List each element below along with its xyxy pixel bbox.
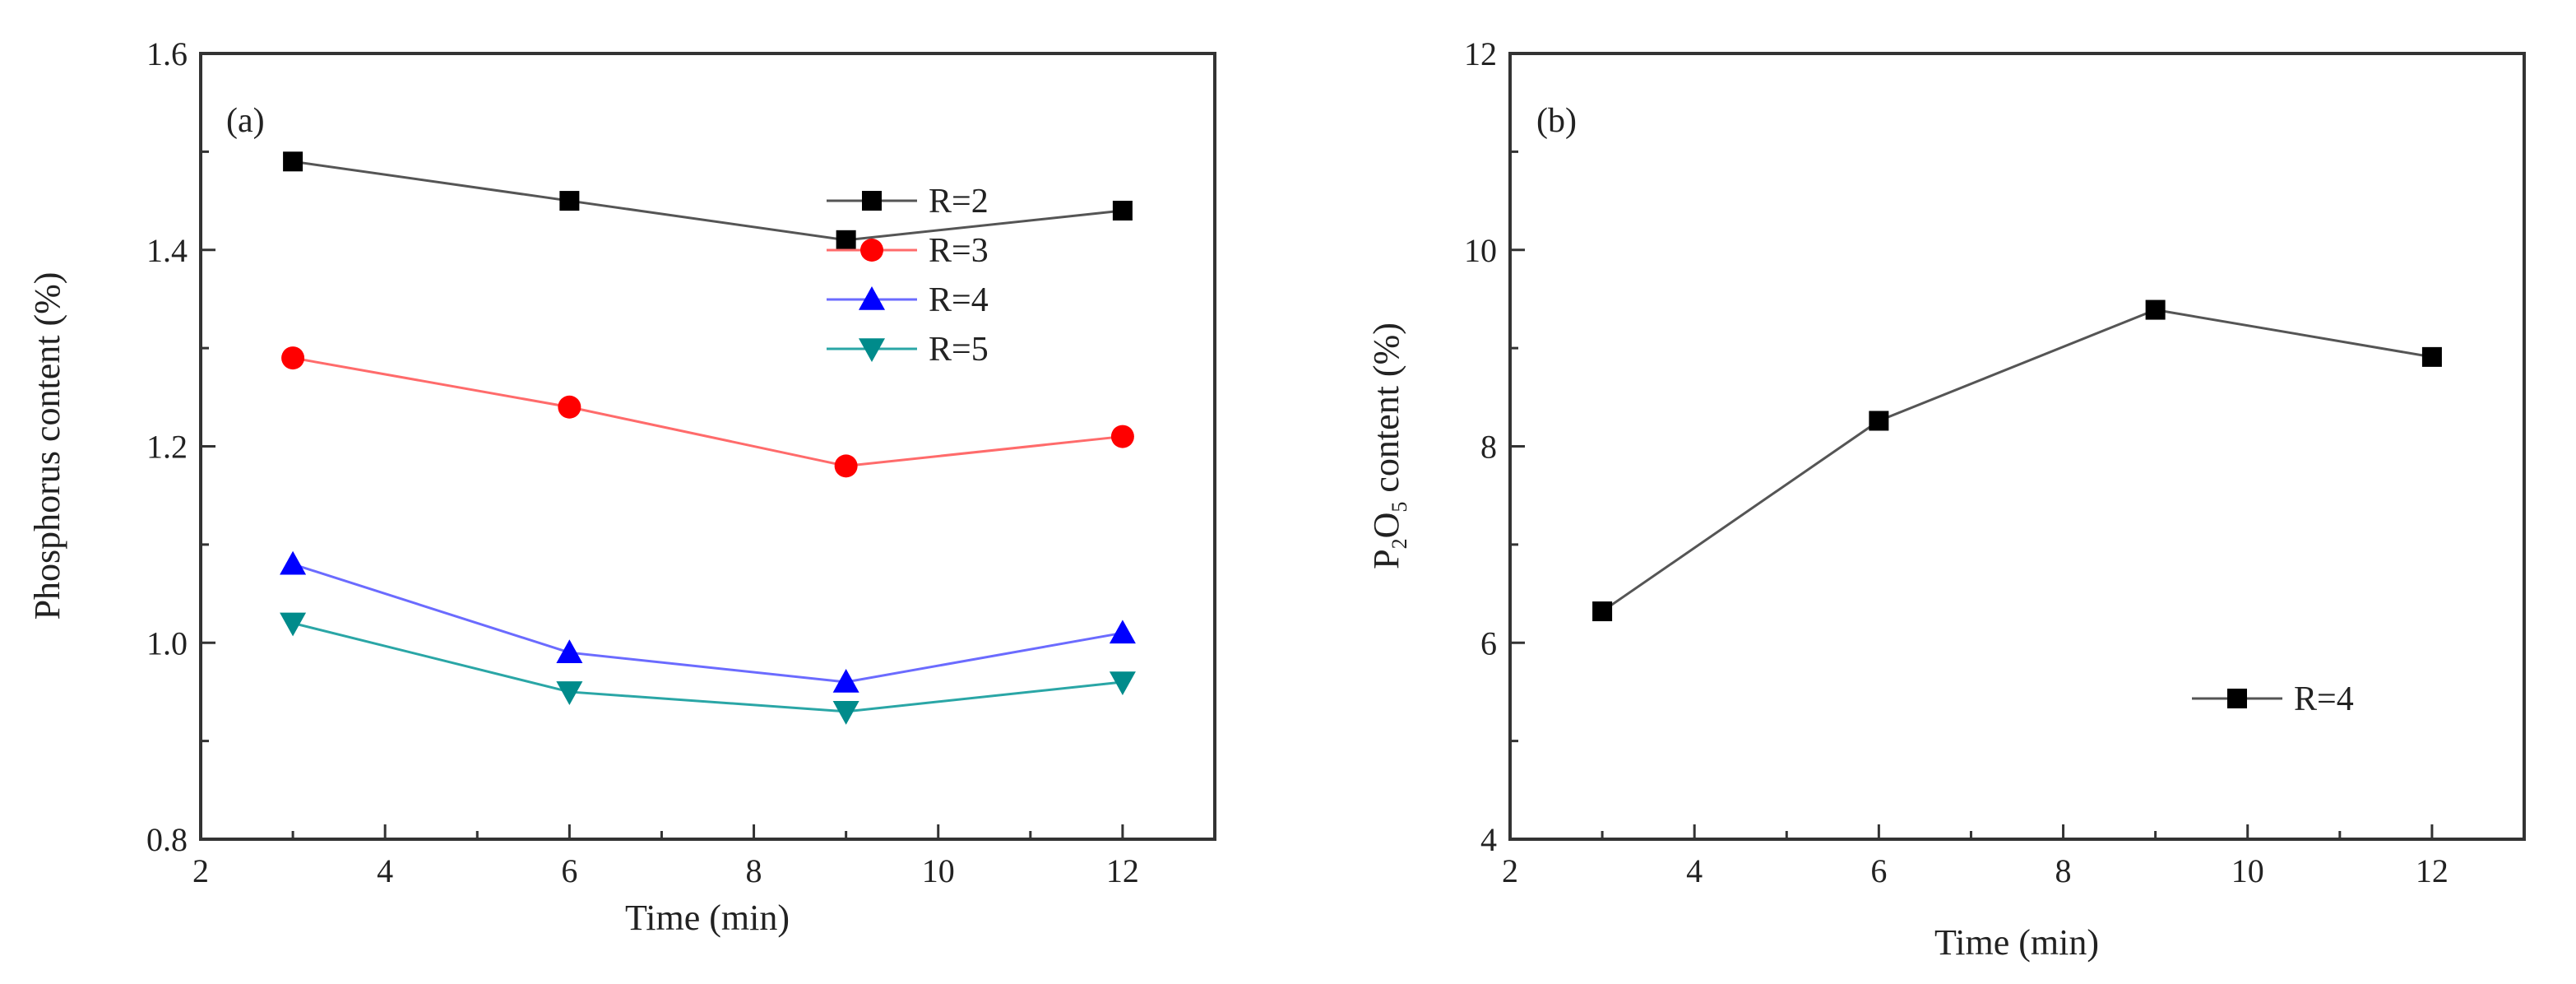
- y-tick-label: 6: [1480, 624, 1497, 661]
- y-label-sub-2: 2: [1388, 538, 1411, 549]
- x-tick-label: 8: [2055, 852, 2072, 889]
- series-line-r-4: [292, 563, 1124, 684]
- x-tick-label: 6: [561, 852, 577, 889]
- y-tick-label: 1.4: [146, 232, 188, 269]
- y-tick-label: 1.0: [146, 624, 188, 661]
- data-point-r-4: [832, 669, 859, 693]
- y-label-sub-5: 5: [1388, 502, 1411, 513]
- data-point-r-3: [1110, 425, 1134, 448]
- x-tick-label: 2: [192, 852, 209, 889]
- data-point-r-5: [280, 612, 307, 637]
- data-point-r-5: [1109, 671, 1136, 695]
- data-point-r-4: [2145, 299, 2166, 320]
- legend-label: R=3: [929, 232, 989, 270]
- data-point-r-5: [832, 701, 859, 725]
- panel-b-legend: R=4: [2192, 680, 2354, 718]
- x-tick-label: 10: [922, 852, 955, 889]
- x-tick-label: 4: [1686, 852, 1703, 889]
- data-point-r-3: [281, 346, 305, 370]
- y-tick-label: 1.2: [146, 429, 188, 466]
- data-point-r-5: [556, 681, 583, 705]
- panel-a-legend: R=2 R=3 R=4 R=5: [827, 183, 989, 369]
- panel-a-frame: [199, 52, 1216, 841]
- legend-marker: [860, 239, 883, 262]
- x-tick-label: 8: [746, 852, 762, 889]
- data-point-r-3: [834, 454, 858, 478]
- panel-a-x-axis-label: Time (min): [625, 898, 790, 938]
- panel-b: (b) Time (min) P2O5 content (%) 2 4 6 8 10 12…: [1366, 35, 2526, 963]
- x-tick-label: 4: [377, 852, 393, 889]
- legend-marker: [859, 338, 885, 362]
- data-point-r-2: [559, 191, 580, 211]
- data-point-r-4: [556, 639, 583, 663]
- panel-a-y-axis-label: Phosphorus content (%): [27, 272, 67, 620]
- data-point-r-4: [1592, 601, 1613, 622]
- data-point-r-3: [558, 395, 581, 419]
- series-line-r-3: [292, 356, 1124, 467]
- panel-a-ticks: 2 4 6 8 10 12 0.8 1.0 1.2 1.4 1.6: [146, 35, 1139, 889]
- y-label-o: O: [1366, 513, 1406, 539]
- legend-marker: [2227, 689, 2247, 708]
- series-line-r-5: [292, 621, 1124, 713]
- x-tick-label: 10: [2231, 852, 2264, 889]
- y-tick-label: 12: [1464, 35, 1497, 72]
- legend-label: R=4: [2294, 680, 2354, 718]
- legend-marker: [859, 286, 885, 310]
- x-tick-label: 12: [1106, 852, 1139, 889]
- y-label-p: P: [1366, 549, 1406, 569]
- legend-label: R=4: [929, 281, 989, 319]
- panel-b-y-axis-label: P2O5 content (%): [1366, 323, 1411, 569]
- data-point-r-2: [836, 230, 856, 250]
- legend-label: R=2: [929, 183, 989, 220]
- legend-label: R=5: [929, 331, 989, 369]
- series-line-r-4: [1601, 309, 2433, 613]
- legend-marker: [862, 191, 882, 211]
- series-line-r-2: [292, 160, 1124, 242]
- y-tick-label: 0.8: [146, 821, 188, 858]
- data-point-r-4: [1869, 411, 1889, 431]
- data-point-r-4: [280, 550, 307, 575]
- x-tick-label: 2: [1502, 852, 1518, 889]
- panel-b-x-axis-label: Time (min): [1934, 922, 2099, 963]
- data-point-r-4: [2421, 346, 2442, 367]
- panel-a: (a) Time (min) Phosphorus content (%) 2 4…: [27, 35, 1216, 938]
- x-tick-label: 6: [1870, 852, 1887, 889]
- data-point-r-2: [283, 151, 303, 172]
- data-point-r-4: [1109, 620, 1136, 644]
- y-tick-label: 10: [1464, 232, 1497, 269]
- data-point-r-2: [1112, 201, 1133, 220]
- panel-b-frame: [1508, 52, 2526, 841]
- x-tick-label: 12: [2416, 852, 2449, 889]
- y-tick-label: 8: [1480, 429, 1497, 466]
- y-label-rest: content (%): [1366, 323, 1406, 501]
- panel-a-label: (a): [226, 102, 265, 140]
- panel-b-label: (b): [1536, 102, 1577, 140]
- y-tick-label: 1.6: [146, 35, 188, 72]
- y-tick-label: 4: [1480, 821, 1497, 858]
- panel-a-series: [280, 151, 1136, 725]
- panel-b-series: [1592, 299, 2442, 622]
